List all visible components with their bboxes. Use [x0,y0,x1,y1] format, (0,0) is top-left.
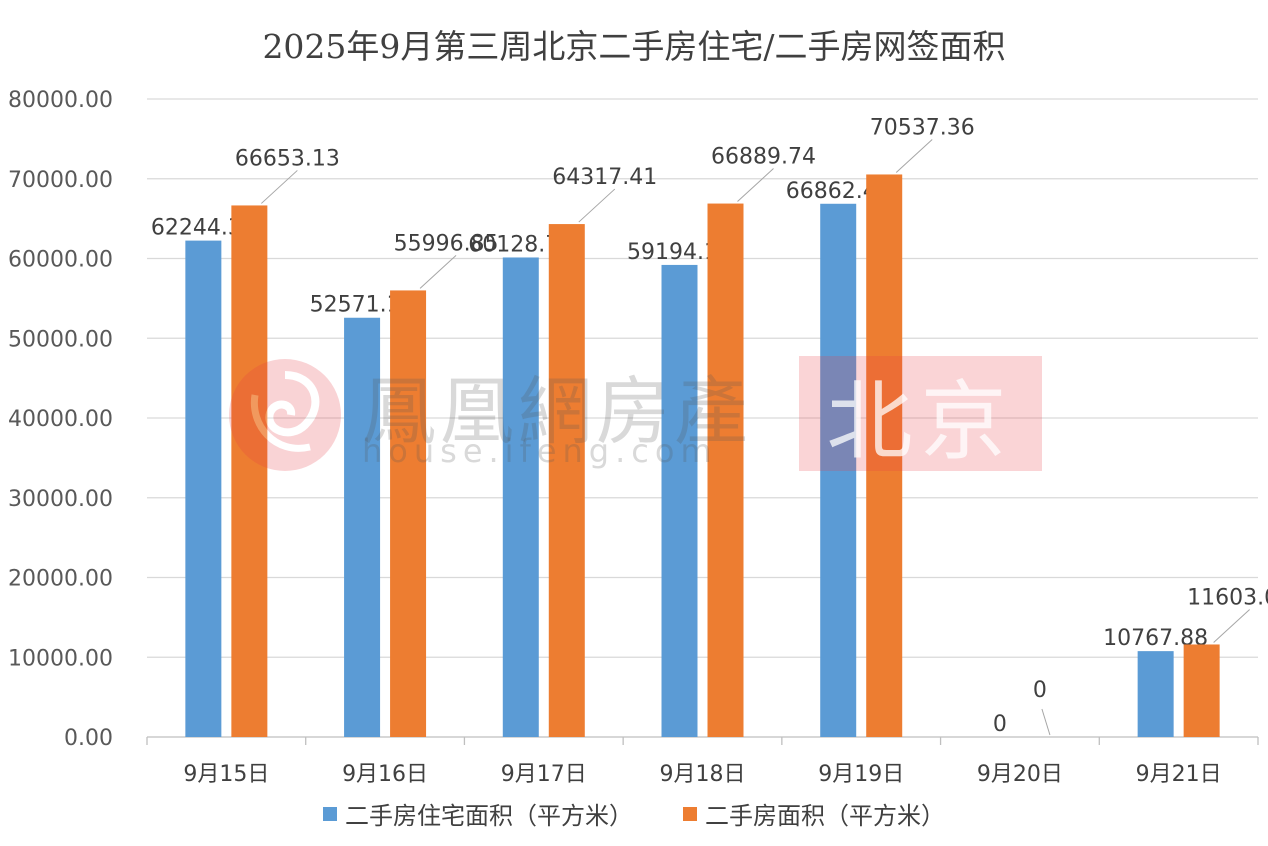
data-label: 0 [993,712,1007,737]
data-label: 66889.74 [711,145,816,170]
legend-label-total: 二手房面积（平方米） [705,802,945,830]
x-tick-label: 9月16日 [342,762,428,787]
watermark-city: 北京 [826,372,1015,472]
leader-line [1041,708,1051,736]
leader-line [895,139,933,173]
y-tick-label: 0.00 [64,726,113,751]
data-label: 70537.36 [870,115,975,140]
legend-swatch-total [683,806,697,821]
data-label: 11603.03 [1187,585,1268,610]
y-tick-label: 60000.00 [8,248,113,273]
y-tick-label: 50000.00 [8,327,113,352]
watermark-city-box: 北京 [799,356,1042,472]
x-tick-label: 9月20日 [977,762,1063,787]
leader-line [261,170,298,204]
data-label: 55996.85 [394,231,499,256]
leader-line [737,168,774,202]
chart-legend: 二手房住宅面积（平方米） 二手房面积（平方米） [0,796,1268,831]
x-tick-label: 9月18日 [660,762,746,787]
y-tick-label: 20000.00 [8,567,113,592]
leader-line [578,188,616,223]
x-tick-label: 9月15日 [183,762,269,787]
bar [820,203,857,738]
legend-label-residential: 二手房住宅面积（平方米） [345,802,633,830]
bar [866,174,903,738]
bar [185,240,222,737]
bar [344,317,381,737]
y-tick-label: 30000.00 [8,487,113,512]
bar [548,224,585,737]
bar [707,203,744,737]
watermark-brand: 鳳凰網房產 [362,369,752,455]
data-label: 0 [1033,678,1047,703]
y-tick-label: 40000.00 [8,407,113,432]
bar [1137,651,1174,737]
bar [390,290,427,737]
x-tick-label: 9月21日 [1136,762,1222,787]
bar [661,264,698,737]
chart-title: 2025年9月第三周北京二手房住宅/二手房网签面积 [262,27,1006,66]
bar [1183,644,1220,737]
watermark-url: house.ifeng.com [362,432,718,470]
y-tick-label: 80000.00 [8,88,113,113]
ifeng-phoenix-icon [225,355,345,479]
leader-line [419,255,457,289]
legend-swatch-residential [323,806,337,821]
bar [231,205,268,737]
bar [502,257,539,737]
legend-item-total: 二手房面积（平方米） [683,796,945,831]
x-tick-label: 9月17日 [501,762,587,787]
y-tick-label: 10000.00 [8,646,113,671]
x-tick-label: 9月19日 [818,762,904,787]
data-label: 64317.41 [552,165,657,190]
leader-line [1213,609,1250,643]
legend-item-residential: 二手房住宅面积（平方米） [323,796,633,831]
data-label: 66653.13 [235,146,340,171]
y-tick-label: 70000.00 [8,168,113,193]
